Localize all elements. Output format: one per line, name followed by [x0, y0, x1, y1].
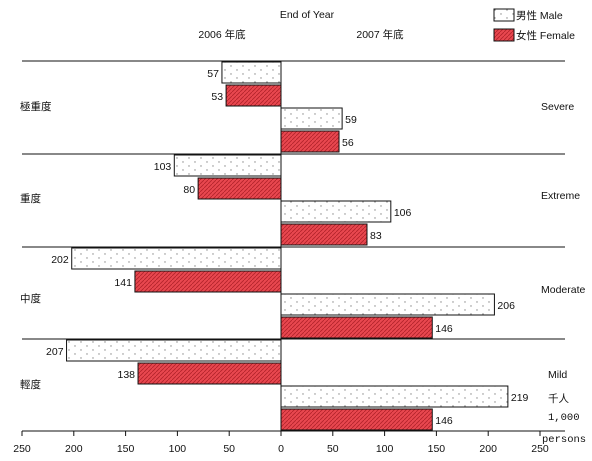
bar-group: 57 53 59 56 103 80 106 83 202 141 206 146 207 138 219 1… — [46, 61, 529, 431]
bar-2007-female — [280, 130, 340, 153]
category-label-en-moderate: Moderate — [541, 284, 586, 296]
value-label: 138 — [118, 369, 136, 381]
bar-2007-male — [280, 293, 495, 316]
x-tick-label: 250 — [13, 443, 31, 455]
legend-female-swatch — [493, 28, 515, 42]
value-label: 83 — [370, 230, 382, 242]
category-label-en-mild: Mild — [548, 369, 567, 381]
value-label: 56 — [342, 137, 354, 149]
value-label: 146 — [435, 415, 453, 427]
category-label-en-severe: Severe — [541, 101, 574, 113]
bar-2006-male — [66, 339, 282, 362]
unit-label-en2: persons — [542, 434, 586, 446]
value-label: 53 — [211, 91, 223, 103]
unit-label-zh: 千人 — [548, 393, 569, 405]
value-label: 141 — [114, 277, 132, 289]
bar-2006-male — [221, 61, 282, 84]
value-label: 207 — [46, 346, 64, 358]
value-label: 103 — [154, 161, 172, 173]
x-axis-ticks: 250 200 150 100 50 0 50 100 150 200 250 — [13, 431, 549, 455]
legend-male-label: 男性 Male — [516, 9, 563, 22]
legend: 男性 Male 女性 Female — [493, 8, 575, 42]
category-label-zh-moderate: 中度 — [20, 292, 41, 305]
bar-2006-female — [134, 270, 282, 293]
x-tick-label: 50 — [327, 443, 339, 455]
x-tick-label: 200 — [479, 443, 497, 455]
value-label: 59 — [345, 114, 357, 126]
right-year-label: 2007 年底 — [356, 28, 404, 41]
category-label-en-extreme: Extreme — [541, 190, 580, 202]
value-label: 146 — [435, 323, 453, 335]
value-label: 57 — [207, 68, 219, 80]
legend-male-swatch — [493, 8, 515, 22]
value-label: 219 — [511, 392, 529, 404]
x-tick-label: 100 — [169, 443, 187, 455]
category-label-zh-mild: 輕度 — [20, 378, 41, 391]
x-tick-label: 250 — [531, 443, 549, 455]
header-end-of-year: End of Year — [280, 9, 335, 21]
bar-2007-male — [280, 200, 392, 223]
bar-2007-male — [280, 385, 509, 408]
bar-2007-male — [280, 107, 343, 130]
bar-2006-male — [173, 154, 282, 177]
bar-2007-female — [280, 223, 368, 246]
bar-2007-female — [280, 408, 433, 431]
value-label: 106 — [394, 207, 412, 219]
left-year-label: 2006 年底 — [198, 28, 246, 41]
legend-female-label: 女性 Female — [516, 29, 575, 42]
value-label: 206 — [497, 300, 515, 312]
value-label: 202 — [51, 254, 69, 266]
bar-2006-female — [197, 177, 282, 200]
bar-2006-female — [225, 84, 282, 107]
unit-label-en: 1,000 — [548, 412, 580, 424]
bar-2006-male — [71, 247, 282, 270]
x-tick-label: 0 — [278, 443, 284, 455]
x-tick-label: 50 — [223, 443, 235, 455]
x-tick-label: 150 — [117, 443, 135, 455]
bar-2006-female — [137, 362, 282, 385]
category-label-zh-severe: 極重度 — [20, 100, 52, 113]
x-tick-label: 200 — [65, 443, 83, 455]
bar-2007-female — [280, 316, 433, 339]
value-label: 80 — [183, 184, 195, 196]
x-tick-label: 100 — [376, 443, 394, 455]
category-label-zh-extreme: 重度 — [20, 192, 41, 205]
x-tick-label: 150 — [428, 443, 446, 455]
